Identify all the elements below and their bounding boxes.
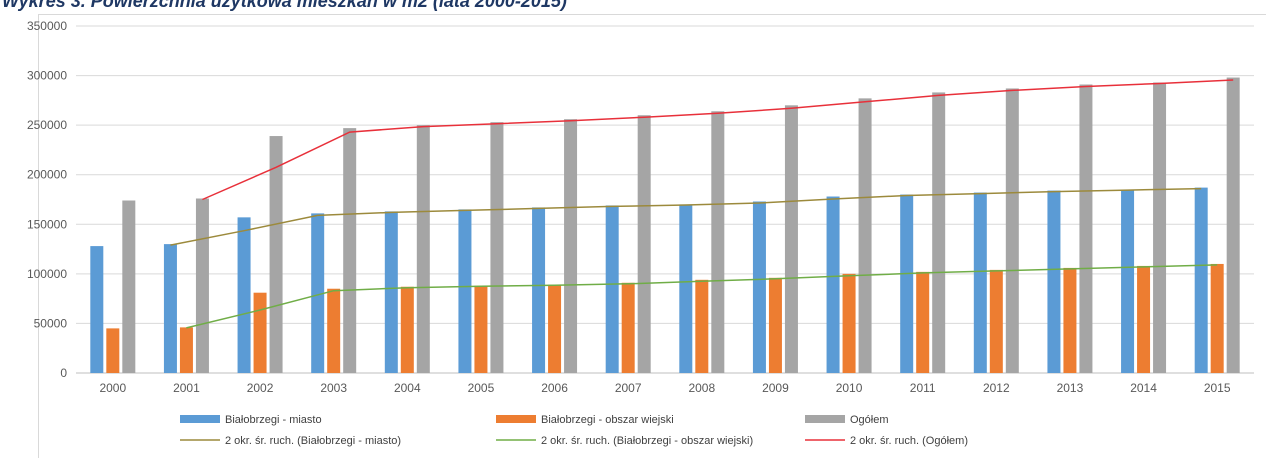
bar <box>458 209 472 373</box>
x-tick-label: 2002 <box>247 381 274 395</box>
bar <box>916 271 930 373</box>
bar <box>637 115 651 373</box>
bar <box>195 198 209 373</box>
x-tick-label: 2003 <box>320 381 347 395</box>
bar <box>1210 263 1224 373</box>
bar <box>1005 88 1019 374</box>
trendline <box>170 187 1202 246</box>
bar <box>327 288 341 373</box>
legend-label: Białobrzegi - obszar wiejski <box>541 414 674 426</box>
y-tick-label: 50000 <box>34 316 68 330</box>
y-tick-label: 150000 <box>27 217 67 231</box>
legend: Białobrzegi - miasto Białobrzegi - obszar… <box>180 414 968 447</box>
legend-label: Białobrzegi - miasto <box>225 414 322 426</box>
bar <box>343 128 357 373</box>
y-tick-label: 0 <box>60 366 67 380</box>
bar <box>179 327 193 373</box>
bar <box>269 136 283 373</box>
bar <box>932 92 946 373</box>
legend-swatch <box>805 415 845 423</box>
x-tick-label: 2004 <box>394 381 421 395</box>
legend-swatch <box>180 415 220 423</box>
bar <box>400 286 414 373</box>
chart-frame <box>38 14 1266 458</box>
bar <box>416 125 430 374</box>
gridlines <box>76 25 1254 374</box>
y-axis: 0 50000 100000 150000 200000 250000 300000 3500… <box>27 19 67 380</box>
y-tick-label: 100000 <box>27 267 67 281</box>
bar <box>1047 190 1061 373</box>
y-tick-label: 300000 <box>27 69 67 83</box>
bar <box>989 269 1003 373</box>
bar <box>490 122 504 373</box>
bar <box>711 111 725 374</box>
bar <box>784 105 798 374</box>
x-tick-label: 2001 <box>173 381 200 395</box>
legend-label: 2 okr. śr. ruch. (Białobrzegi - miasto) <box>225 435 401 447</box>
x-tick-label: 2012 <box>983 381 1010 395</box>
legend-label: 2 okr. śr. ruch. (Ogółem) <box>850 435 968 447</box>
y-tick-label: 350000 <box>27 19 67 33</box>
x-tick-label: 2009 <box>762 381 789 395</box>
bar <box>695 279 709 373</box>
bars <box>90 77 1240 374</box>
bar <box>621 282 635 373</box>
bar <box>384 211 398 373</box>
bar <box>768 277 782 373</box>
x-tick-label: 2015 <box>1204 381 1231 395</box>
bar <box>826 196 840 373</box>
y-tick-label: 250000 <box>27 118 67 132</box>
bar <box>90 246 104 373</box>
x-axis: 2000 2001 2002 2003 2004 2005 2006 2007 2008 2009… <box>99 381 1230 395</box>
x-tick-label: 2013 <box>1057 381 1084 395</box>
bar <box>900 194 914 373</box>
bar <box>564 119 578 374</box>
bar <box>679 204 693 373</box>
bar <box>842 273 856 373</box>
bar <box>253 292 267 373</box>
x-tick-label: 2008 <box>688 381 715 395</box>
bar <box>858 98 872 374</box>
bar <box>1137 265 1151 373</box>
trendline <box>186 264 1218 329</box>
bar <box>237 217 251 373</box>
bar <box>752 201 766 373</box>
bar <box>1226 77 1240 373</box>
legend-label: 2 okr. śr. ruch. (Białobrzegi - obszar w… <box>541 435 753 447</box>
x-tick-label: 2010 <box>836 381 863 395</box>
bar <box>973 192 987 373</box>
x-tick-label: 2007 <box>615 381 642 395</box>
legend-label: Ogółem <box>850 414 889 426</box>
bar <box>311 213 325 373</box>
y-tick-label: 200000 <box>27 168 67 182</box>
chart-title: Wykres 3. Powierzchnia użytkowa mieszkań… <box>2 0 567 11</box>
legend-swatch <box>496 415 536 423</box>
bar <box>106 328 120 373</box>
bar <box>474 285 488 373</box>
x-tick-label: 2006 <box>541 381 568 395</box>
bar <box>1079 84 1093 373</box>
bar <box>1063 267 1077 373</box>
bar <box>1121 189 1135 373</box>
bar <box>1153 82 1167 374</box>
bar <box>532 207 546 373</box>
bar <box>1194 187 1208 373</box>
bar <box>163 244 177 373</box>
bar <box>605 205 619 373</box>
x-tick-label: 2000 <box>99 381 126 395</box>
bar <box>548 284 562 373</box>
trendlines <box>170 79 1234 329</box>
bar <box>122 200 136 373</box>
trendline <box>202 79 1234 201</box>
x-tick-label: 2005 <box>468 381 495 395</box>
x-tick-label: 2011 <box>910 381 936 395</box>
x-tick-label: 2014 <box>1130 381 1157 395</box>
